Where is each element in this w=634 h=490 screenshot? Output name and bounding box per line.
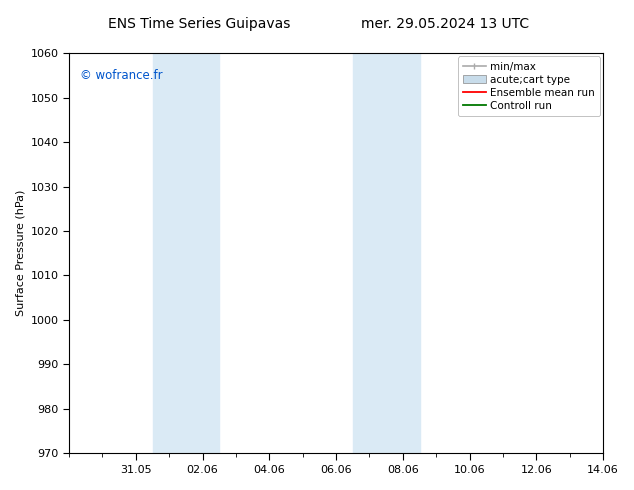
Bar bbox=[153, 53, 219, 453]
Y-axis label: Surface Pressure (hPa): Surface Pressure (hPa) bbox=[15, 190, 25, 317]
Text: © wofrance.fr: © wofrance.fr bbox=[80, 69, 162, 82]
Text: ENS Time Series Guipavas: ENS Time Series Guipavas bbox=[108, 17, 290, 31]
Legend: min/max, acute;cart type, Ensemble mean run, Controll run: min/max, acute;cart type, Ensemble mean … bbox=[458, 56, 600, 116]
Text: mer. 29.05.2024 13 UTC: mer. 29.05.2024 13 UTC bbox=[361, 17, 529, 31]
Bar bbox=[353, 53, 420, 453]
